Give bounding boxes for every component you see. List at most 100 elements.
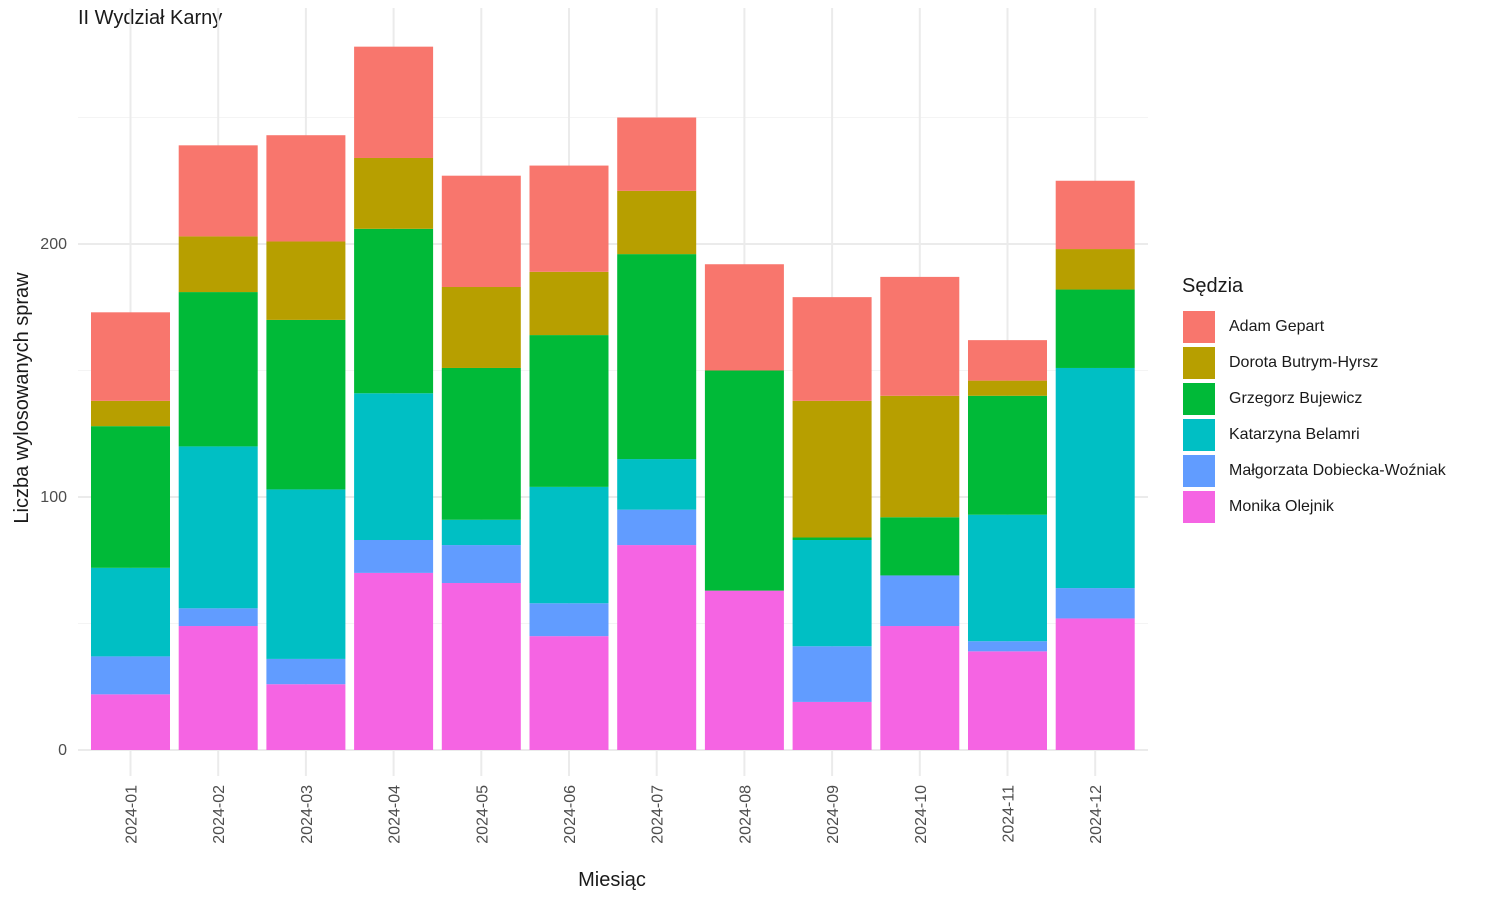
bar-segment <box>266 658 346 685</box>
bar-segment <box>704 590 784 750</box>
bar-segment <box>91 656 170 695</box>
x-tick-label: 2024-08 <box>737 785 754 844</box>
bar-segment <box>178 236 258 293</box>
bar-segment <box>792 297 872 401</box>
bar-segment <box>441 583 521 750</box>
bar-segment <box>792 701 872 750</box>
bar-segment <box>441 367 521 520</box>
x-tick-label: 2024-03 <box>299 785 316 844</box>
bar-segment <box>968 641 1047 652</box>
legend-items: Adam Gepart Dorota Butrym-Hyrsz Grzegorz B… <box>1182 309 1446 525</box>
x-axis-label: Miesiąc <box>578 869 646 891</box>
x-tick-label: 2024-02 <box>211 785 228 844</box>
legend-label: Małgorzata Dobiecka-Woźniak <box>1229 462 1446 479</box>
bar-segment <box>529 271 609 336</box>
bar-segment <box>617 190 697 255</box>
bar-segment <box>91 426 170 568</box>
legend: Sędzia Adam Gepart Dorota Butrym-Hyrsz Grz… <box>1182 273 1446 525</box>
bar-segment <box>1055 180 1135 250</box>
bar-segment <box>617 459 697 510</box>
x-tick-label: 2024-01 <box>124 785 141 844</box>
bar-segment <box>529 165 609 272</box>
legend-label: Dorota Butrym-Hyrsz <box>1229 354 1379 371</box>
legend-title: Sędzia <box>1182 275 1244 297</box>
y-tick-label: 0 <box>58 742 67 759</box>
y-axis-label: Liczba wylosowanych spraw <box>11 272 33 524</box>
y-tick-label: 200 <box>40 236 67 253</box>
bar-segment <box>880 575 960 627</box>
x-tick-label: 2024-12 <box>1088 785 1105 844</box>
bars-layer <box>91 46 1135 750</box>
bar-segment <box>178 145 258 237</box>
legend-label: Monika Olejnik <box>1229 498 1334 515</box>
bar-segment <box>529 636 609 750</box>
bar-segment <box>880 395 960 518</box>
legend-item: Dorota Butrym-Hyrsz <box>1182 345 1446 381</box>
x-tick-label: 2024-09 <box>825 785 842 844</box>
bar-segment <box>441 175 521 288</box>
bar-segment <box>792 540 872 647</box>
x-tick-label: 2024-05 <box>474 785 491 844</box>
legend-item: Monika Olejnik <box>1182 489 1446 525</box>
bar-segment <box>704 370 784 591</box>
bar-segment <box>266 135 346 242</box>
bar-segment <box>529 335 609 487</box>
legend-item: Katarzyna Belamri <box>1182 417 1446 453</box>
x-tick-label: 2024-10 <box>913 785 930 844</box>
bar-segment <box>880 626 960 750</box>
bar-segment <box>354 228 434 394</box>
bar-segment <box>880 517 960 576</box>
bar-segment <box>792 400 872 538</box>
bar-segment <box>441 287 521 368</box>
y-tick-label: 100 <box>40 489 67 506</box>
bar-segment <box>91 400 170 427</box>
bar-segment <box>617 545 697 750</box>
bar-segment <box>354 572 434 750</box>
bar-segment <box>792 646 872 702</box>
bar-segment <box>1055 367 1135 589</box>
bar-segment <box>91 567 170 657</box>
bar-segment <box>968 380 1047 396</box>
bar-segment <box>968 651 1047 750</box>
bar-segment <box>178 446 258 609</box>
bar-segment <box>968 514 1047 642</box>
legend-item: Adam Gepart <box>1182 309 1446 345</box>
bar-segment <box>617 509 697 546</box>
bar-segment <box>968 395 1047 515</box>
legend-swatch <box>1182 346 1216 380</box>
legend-swatch <box>1182 382 1216 416</box>
bar-segment <box>968 340 1047 381</box>
bar-segment <box>178 626 258 750</box>
x-tick-label: 2024-07 <box>650 785 667 844</box>
bar-segment <box>1055 588 1135 619</box>
x-tick-label: 2024-06 <box>562 785 579 844</box>
bar-segment <box>266 489 346 659</box>
bar-segment <box>354 540 434 573</box>
legend-swatch <box>1182 310 1216 344</box>
chart-title: II Wydział Karny <box>78 7 223 29</box>
legend-item: Grzegorz Bujewicz <box>1182 381 1446 417</box>
x-tick-label: 2024-11 <box>1001 785 1018 843</box>
bar-segment <box>354 46 434 158</box>
bar-segment <box>441 545 521 584</box>
bar-segment <box>704 264 784 371</box>
legend-swatch <box>1182 454 1216 488</box>
bar-segment <box>1055 249 1135 290</box>
bar-segment <box>617 254 697 460</box>
legend-label: Katarzyna Belamri <box>1229 426 1360 443</box>
axis-layer: 0 100 200 2024-01 2024-02 2024-03 2024-04 2024-… <box>40 236 1105 844</box>
bar-segment <box>529 486 609 604</box>
bar-segment <box>441 519 521 546</box>
bar-segment <box>617 117 697 191</box>
bar-segment <box>354 393 434 541</box>
bar-segment <box>1055 618 1135 750</box>
legend-label: Grzegorz Bujewicz <box>1229 390 1363 407</box>
bar-segment <box>91 694 170 750</box>
legend-swatch <box>1182 418 1216 452</box>
bar-segment <box>880 276 960 396</box>
legend-swatch <box>1182 490 1216 524</box>
bar-segment <box>266 319 346 490</box>
bar-segment <box>792 537 872 541</box>
bar-segment <box>178 608 258 627</box>
